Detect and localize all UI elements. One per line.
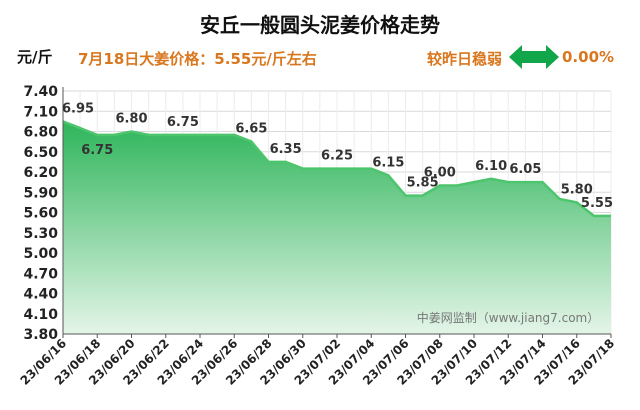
y-tick-label: 4.40 (23, 287, 58, 303)
y-tick-label: 5.90 (23, 185, 58, 201)
watermark: 中姜网监制（www.jiang7.com） (417, 310, 599, 325)
price-area (63, 121, 611, 335)
y-tick-label: 3.80 (23, 327, 58, 343)
double-arrow-icon (509, 45, 559, 69)
price-note: 7月18日大姜价格：5.55元/斤左右 (78, 50, 317, 68)
compare-label: 较昨日稳弱 (427, 50, 503, 68)
data-label: 5.55 (581, 196, 613, 211)
unit-label: 元/斤 (17, 48, 53, 66)
y-tick-label: 6.80 (23, 125, 58, 141)
y-tick-label: 6.20 (23, 165, 58, 181)
price-line (62, 120, 611, 218)
data-label: 6.80 (115, 112, 147, 127)
y-tick-label: 4.10 (23, 307, 58, 323)
data-label: 6.10 (475, 159, 507, 174)
data-label: 6.75 (81, 143, 113, 158)
data-label: 6.35 (270, 142, 302, 157)
data-label: 6.65 (235, 122, 267, 137)
y-tick-label: 6.50 (23, 145, 58, 161)
y-tick-label: 4.70 (23, 266, 58, 282)
data-label: 6.25 (321, 149, 353, 164)
y-tick-label: 5.30 (23, 226, 58, 242)
y-tick-label: 5.60 (23, 206, 58, 222)
data-label: 6.05 (509, 162, 541, 177)
y-tick-label: 7.10 (23, 104, 58, 120)
double-arrow-shape (509, 45, 559, 69)
y-tick-label: 7.40 (23, 84, 58, 100)
y-tick-label: 5.00 (23, 246, 58, 262)
data-label: 5.80 (561, 182, 593, 197)
data-label: 5.85 (407, 176, 439, 191)
data-label: 6.00 (424, 166, 456, 181)
chart-title: 安丘一般圆头泥姜价格走势 (200, 13, 440, 37)
data-label: 6.75 (167, 115, 199, 130)
change-value: 0.00% (562, 48, 615, 66)
data-label: 6.15 (372, 155, 404, 170)
data-label: 6.95 (62, 101, 94, 116)
